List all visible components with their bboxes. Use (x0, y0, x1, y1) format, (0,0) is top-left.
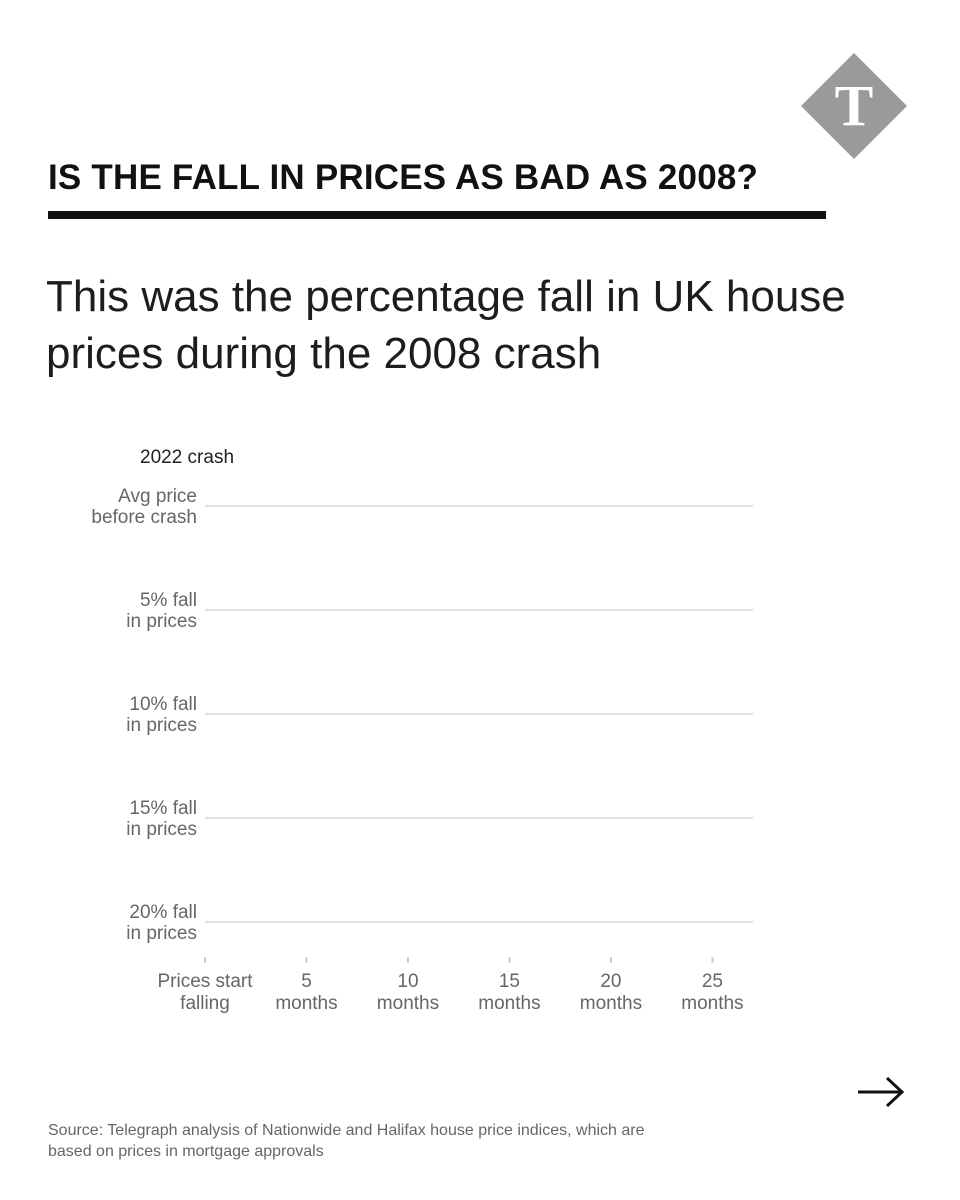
headline: IS THE FALL IN PRICES AS BAD AS 2008? (48, 158, 759, 197)
subtitle: This was the percentage fall in UK house… (46, 272, 846, 378)
y-tick-label: Avg price (118, 486, 197, 507)
x-tick-label: Prices start (157, 971, 253, 992)
y-tick-label: 15% fall (129, 798, 197, 819)
y-tick-label: before crash (91, 507, 197, 528)
logo-diamond-icon (801, 53, 907, 159)
y-tick-label: in prices (126, 715, 197, 736)
y-tick-label: in prices (126, 611, 197, 632)
x-tick-label: falling (180, 993, 230, 1014)
x-tick-label: months (580, 993, 642, 1014)
x-tick-label: 20 (600, 971, 621, 992)
x-tick-label: 5 (301, 971, 312, 992)
series-label: 2022 crash (140, 447, 234, 468)
headline-rule (48, 211, 826, 219)
x-tick-label: 15 (499, 971, 520, 992)
source-note: Source: Telegraph analysis of Nationwide… (48, 1122, 645, 1160)
telegraph-logo: T (801, 53, 907, 159)
y-tick-label: in prices (126, 819, 197, 840)
x-tick-label: months (377, 993, 439, 1014)
x-tick-label: 25 (702, 971, 723, 992)
x-tick-label: months (681, 993, 743, 1014)
x-tick-label: months (478, 993, 540, 1014)
x-tick-label: 10 (397, 971, 418, 992)
y-tick-label: 20% fall (129, 902, 197, 923)
y-tick-label: in prices (126, 923, 197, 944)
arrow-right-icon[interactable] (855, 1074, 907, 1110)
logo-letter: T (835, 73, 874, 138)
x-tick-label: months (275, 993, 337, 1014)
y-tick-label: 10% fall (129, 694, 197, 715)
y-tick-label: 5% fall (140, 590, 197, 611)
